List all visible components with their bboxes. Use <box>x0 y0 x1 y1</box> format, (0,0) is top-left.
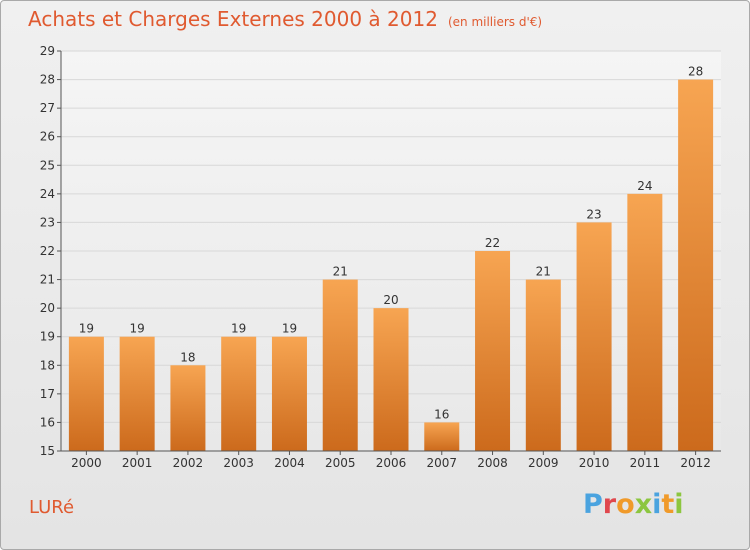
chart-unit: (en milliers d'€) <box>447 15 543 29</box>
data-label: 19 <box>79 322 94 336</box>
y-tick-label: 23 <box>40 215 55 229</box>
data-label: 18 <box>180 350 195 364</box>
commune-name: LURé <box>29 497 75 518</box>
data-label: 21 <box>536 265 551 279</box>
x-tick-label: 2006 <box>376 456 407 470</box>
x-tick-label: 2000 <box>71 456 102 470</box>
x-tick-label: 2012 <box>680 456 711 470</box>
bar <box>576 222 612 451</box>
x-tick-label: 2003 <box>223 456 254 470</box>
y-tick-label: 27 <box>40 101 55 115</box>
bar <box>119 336 155 451</box>
bar <box>373 308 409 451</box>
bar <box>424 422 460 451</box>
data-label: 24 <box>637 179 652 193</box>
x-tick-label: 2011 <box>630 456 661 470</box>
bar <box>678 79 714 452</box>
y-tick-label: 25 <box>40 158 55 172</box>
bar <box>475 251 511 451</box>
logo-letter: i <box>674 489 684 520</box>
chart-title-text: Achats et Charges Externes 2000 à 2012 <box>28 7 438 31</box>
y-tick-label: 29 <box>40 44 55 58</box>
y-tick-label: 28 <box>40 73 55 87</box>
data-labels: 19 19 18 19 19 21 20 16 22 21 23 24 28 <box>79 65 704 422</box>
y-tick-label: 22 <box>40 244 55 258</box>
x-tick-label: 2008 <box>477 456 508 470</box>
proxiti-logo: Proxiti <box>583 489 684 520</box>
logo-letter: t <box>661 489 675 520</box>
x-tick-label: 2001 <box>122 456 153 470</box>
data-label: 28 <box>688 65 703 79</box>
data-label: 19 <box>282 322 297 336</box>
bar <box>322 279 358 451</box>
data-label: 23 <box>586 207 601 221</box>
data-label: 19 <box>130 322 145 336</box>
x-tick-label: 2007 <box>426 456 457 470</box>
logo-letter: P <box>583 489 603 520</box>
bar <box>68 336 104 451</box>
data-label: 22 <box>485 236 500 250</box>
y-tick-label: 19 <box>40 330 55 344</box>
y-tick-label: 20 <box>40 301 55 315</box>
x-tick-label: 2010 <box>579 456 610 470</box>
bar <box>221 336 257 451</box>
y-tick-label: 24 <box>40 187 55 201</box>
logo-letter: x <box>634 489 653 520</box>
y-tick-label: 17 <box>40 387 55 401</box>
y-tick-label: 21 <box>40 273 55 287</box>
data-label: 20 <box>383 293 398 307</box>
x-tick-label: 2004 <box>274 456 305 470</box>
bars <box>68 79 714 452</box>
y-tick-label: 16 <box>40 415 55 429</box>
x-tick-label: 2002 <box>173 456 204 470</box>
axes: 15 16 17 18 19 20 21 22 23 24 25 26 27 28 29 2000 2001 20… <box>40 44 721 470</box>
data-label: 21 <box>333 265 348 279</box>
logo-letter: r <box>602 489 617 520</box>
logo-letter: i <box>652 489 662 520</box>
logo-letter: o <box>616 489 635 520</box>
y-tick-label: 18 <box>40 358 55 372</box>
y-tick-label: 26 <box>40 130 55 144</box>
x-tick-label: 2005 <box>325 456 356 470</box>
chart-title: Achats et Charges Externes 2000 à 2012 (e… <box>28 7 542 31</box>
bar <box>170 365 206 451</box>
data-label: 19 <box>231 322 246 336</box>
data-label: 16 <box>434 407 449 421</box>
y-tick-label: 15 <box>40 444 55 458</box>
x-tick-label: 2009 <box>528 456 559 470</box>
bar <box>627 193 663 451</box>
bar <box>271 336 307 451</box>
bar <box>525 279 561 451</box>
